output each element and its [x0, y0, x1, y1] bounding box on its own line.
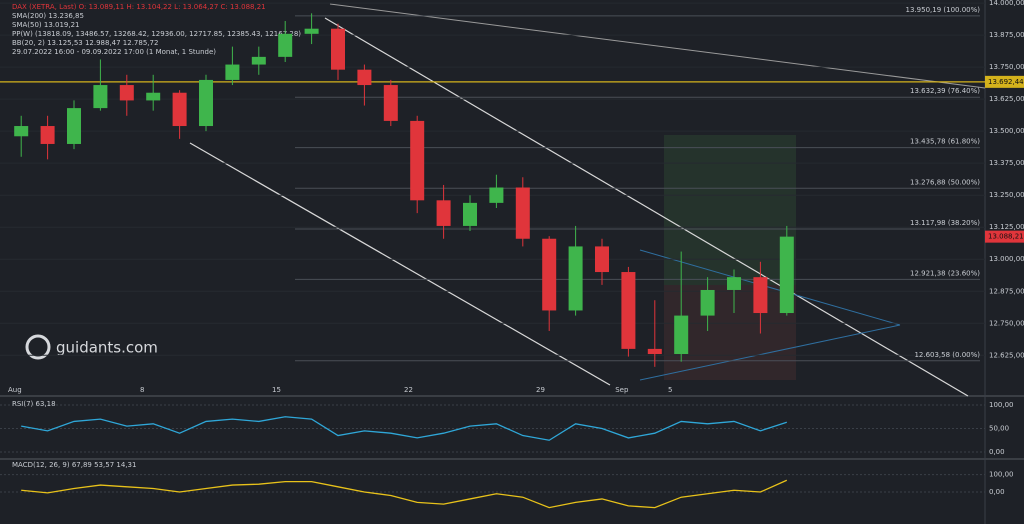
candle-body — [331, 28, 345, 70]
x-tick-label: 22 — [404, 386, 413, 394]
indicator-label: PP(W) (13818.09, 13486.57, 13268.42, 129… — [12, 30, 301, 38]
chart-title: DAX (XETRA, Last) O: 13.089,11 H: 13.104… — [12, 3, 266, 11]
candle-body — [727, 277, 741, 290]
x-tick-label: Sep — [615, 386, 629, 394]
candle-body — [304, 28, 319, 34]
y-tick-label: 13.000,00 — [989, 255, 1024, 263]
fib-label: 12.603,58 (0.00%) — [914, 351, 980, 359]
indicator-label: SMA(50) 13.019,21 — [12, 21, 80, 29]
candle-body — [595, 246, 609, 273]
fib-label: 12.921,38 (23.60%) — [910, 269, 980, 277]
brand: guidants.com — [56, 339, 158, 357]
candle-body — [357, 69, 372, 86]
indicator-label: BB(20, 2) 13.125,53 12.988,47 12.785,72 — [12, 39, 158, 47]
y-tick-label: 13.750,00 — [989, 63, 1024, 71]
y-tick-label: 13.875,00 — [989, 31, 1024, 39]
candle-body — [647, 348, 662, 355]
fib-label: 13.632,39 (76.40%) — [910, 87, 980, 95]
candle-body — [146, 92, 161, 101]
indicator-line — [21, 416, 788, 441]
candle-body — [93, 85, 108, 109]
candle-body — [542, 238, 557, 311]
pane-title: MACD(12, 26, 9) 67,89 53,57 14,31 — [12, 461, 136, 469]
price-tag-label: 13.692,44 — [988, 78, 1024, 86]
candle-body — [225, 64, 240, 80]
y-tick-label: 13.125,00 — [989, 223, 1024, 231]
candle-body — [251, 56, 266, 65]
candle-body — [119, 85, 134, 101]
y-tick-label: 13.375,00 — [989, 159, 1024, 167]
indicator-label: 29.07.2022 16:00 - 09.09.2022 17:00 (1 M… — [12, 48, 216, 56]
candle-body — [489, 187, 504, 203]
brand-logo — [25, 334, 51, 360]
y-tick-label: 13.250,00 — [989, 191, 1024, 199]
candle-body — [568, 246, 583, 311]
price-tag — [985, 75, 1024, 88]
price-tag — [985, 230, 1024, 243]
candle-body — [463, 202, 477, 226]
candle-body — [621, 272, 636, 349]
candle-body — [753, 277, 768, 314]
candle-body — [515, 187, 530, 239]
y-tick-label: 12.625,00 — [989, 351, 1024, 359]
x-tick-label: Aug — [8, 386, 22, 394]
candle-body — [14, 126, 29, 137]
y-tick-label: 50,00 — [989, 425, 1009, 433]
fib-label: 13.117,98 (38.20%) — [910, 219, 980, 227]
candle-body — [172, 92, 187, 127]
y-tick-label: 13.625,00 — [989, 95, 1024, 103]
candle-body — [278, 33, 293, 57]
candle-body — [40, 126, 55, 144]
y-tick-label: 12.750,00 — [989, 319, 1024, 327]
fib-label: 13.950,19 (100.00%) — [906, 6, 981, 14]
candle-body — [674, 315, 689, 355]
candle-body — [779, 236, 794, 314]
trend-line — [329, 3, 986, 89]
x-tick-label: 5 — [668, 386, 672, 394]
y-tick-label: 13.500,00 — [989, 127, 1024, 135]
x-tick-label: 29 — [536, 386, 545, 394]
triangle-line — [639, 324, 901, 381]
pane-title: RSI(7) 63,18 — [12, 400, 56, 408]
y-tick-label: 100,00 — [989, 471, 1014, 479]
target-zone — [664, 135, 796, 285]
y-tick-label: 14.000,00 — [989, 0, 1024, 7]
candle-body — [199, 79, 213, 127]
fib-label: 13.276,88 (50.00%) — [910, 178, 980, 186]
x-tick-label: 15 — [272, 386, 281, 394]
candle-body — [67, 108, 81, 144]
y-tick-label: 0,00 — [989, 448, 1005, 456]
indicator-label: SMA(200) 13.236,85 — [12, 12, 84, 20]
indicator-line — [21, 479, 788, 509]
y-tick-label: 100,00 — [989, 401, 1014, 409]
candle-body — [383, 85, 398, 121]
y-tick-label: 0,00 — [989, 488, 1005, 496]
fib-label: 13.435,78 (61.80%) — [910, 138, 980, 146]
y-tick-label: 12.875,00 — [989, 287, 1024, 295]
candle-body — [410, 120, 425, 201]
candle-body — [700, 289, 715, 316]
price-tag-label: 13.088,21 — [988, 233, 1024, 241]
x-tick-label: 8 — [140, 386, 144, 394]
candle-body — [436, 200, 451, 226]
triangle-line — [639, 249, 901, 326]
channel-line — [189, 142, 611, 386]
